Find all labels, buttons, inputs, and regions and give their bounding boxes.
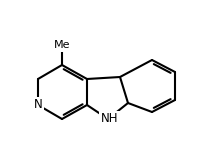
Text: Me: Me — [54, 40, 70, 50]
Text: Me: Me — [54, 40, 70, 50]
Text: NH: NH — [101, 112, 119, 126]
Text: N: N — [34, 99, 42, 111]
